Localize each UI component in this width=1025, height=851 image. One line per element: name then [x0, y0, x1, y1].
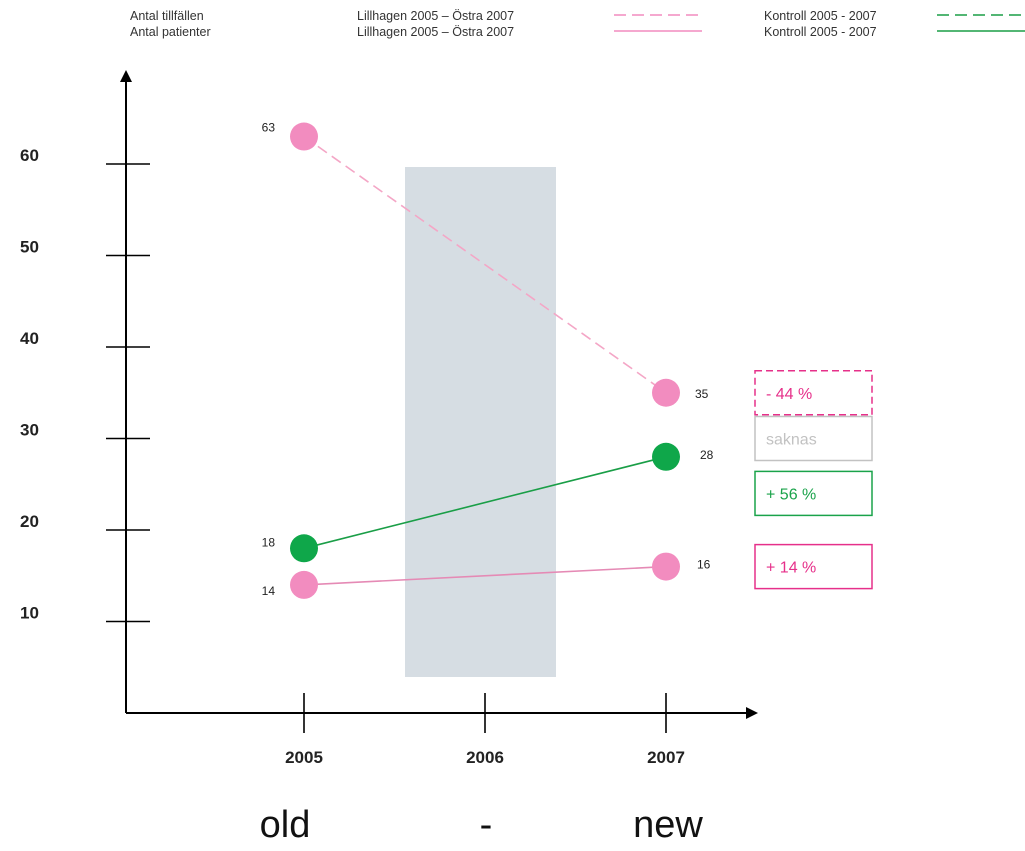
data-point — [290, 570, 318, 599]
change-box-label: - 44 % — [766, 386, 812, 403]
data-label: 63 — [262, 121, 276, 135]
change-box — [754, 415, 873, 462]
change-box — [754, 470, 873, 517]
series-line — [303, 456, 667, 550]
y-tick-label: 60 — [20, 146, 39, 165]
data-label: 35 — [695, 387, 709, 401]
legend-series-kontroll: Kontroll 2005 - 2007 — [764, 9, 877, 23]
data-point — [652, 552, 680, 581]
legend-series-lillhagen: Lillhagen 2005 – Östra 2007 — [357, 25, 514, 39]
caption: old - new — [260, 804, 704, 846]
x-tick-label: 2007 — [647, 748, 685, 767]
legend-metric-label: Antal tillfällen — [130, 9, 204, 23]
data-point — [290, 534, 318, 563]
change-box-label: saknas — [766, 432, 817, 449]
data-point — [652, 378, 680, 407]
data-label: 16 — [697, 558, 711, 572]
data-point — [652, 442, 680, 471]
y-tick-label: 50 — [20, 238, 39, 257]
caption-text: - — [480, 804, 493, 846]
series-line — [303, 135, 667, 394]
legend-series-lillhagen: Lillhagen 2005 – Östra 2007 — [357, 9, 514, 23]
change-box — [754, 370, 873, 416]
change-box — [754, 543, 873, 590]
x-axis-arrow — [746, 707, 758, 719]
series-layer: 63 35 18 28 14 16 — [262, 121, 714, 599]
data-point — [290, 122, 318, 151]
axes: 10 20 30 40 50 60 2005 2006 2007 — [20, 70, 758, 767]
data-label: 18 — [262, 535, 276, 549]
caption-text: new — [633, 804, 703, 846]
series-line — [303, 565, 667, 586]
caption-text: old — [260, 804, 311, 846]
y-tick-label: 10 — [20, 604, 39, 623]
shaded-2006-region — [405, 167, 556, 677]
x-tick-label: 2005 — [285, 748, 323, 767]
y-tick-label: 20 — [20, 512, 39, 531]
y-tick-label: 40 — [20, 329, 39, 348]
legend: Antal tillfällen Lillhagen 2005 – Östra 2… — [130, 9, 1025, 39]
data-label: 14 — [262, 584, 276, 598]
data-label: 28 — [700, 448, 714, 462]
legend-metric-label: Antal patienter — [130, 25, 211, 39]
y-axis-arrow — [120, 70, 132, 82]
change-box-label: + 56 % — [766, 486, 816, 503]
change-boxes: - 44 % saknas + 56 % + 14 % — [754, 370, 873, 590]
y-tick-label: 30 — [20, 421, 39, 440]
shaded-region-2006 — [405, 167, 556, 677]
x-tick-label: 2006 — [466, 748, 504, 767]
legend-series-kontroll: Kontroll 2005 - 2007 — [764, 25, 877, 39]
change-box-label: + 14 % — [766, 560, 816, 577]
